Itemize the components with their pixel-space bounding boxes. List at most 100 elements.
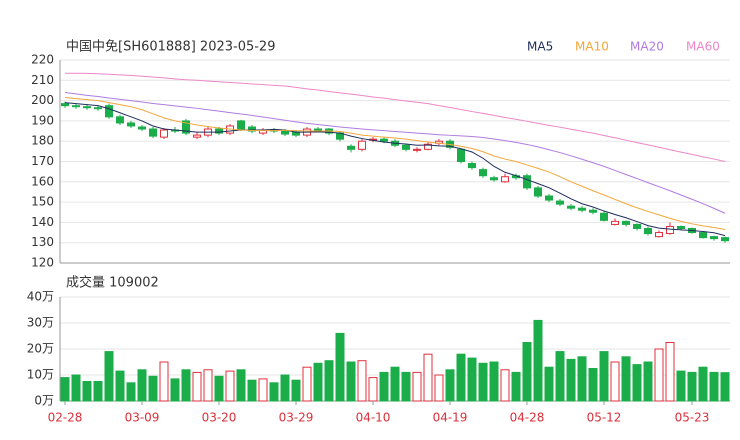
candle-body <box>721 237 729 242</box>
volume-bar <box>313 362 323 402</box>
candle-body <box>358 140 366 150</box>
volume-bar <box>687 371 697 402</box>
candle-body <box>578 207 586 211</box>
legend-entry: MA5 <box>527 40 553 54</box>
candle-body <box>710 236 718 240</box>
candle-body <box>545 195 553 201</box>
volume-bar <box>192 371 202 402</box>
volume-bar <box>511 371 521 402</box>
volume-bar <box>258 378 268 402</box>
candle-body <box>127 122 135 127</box>
candle-body <box>622 220 630 225</box>
candle-body <box>314 128 322 131</box>
volume-bar <box>104 351 114 402</box>
ma-line <box>64 91 726 214</box>
candle-body <box>61 103 69 107</box>
candle-body <box>666 225 674 235</box>
volume-bar <box>665 342 675 402</box>
candle-body <box>402 144 410 150</box>
ma-line <box>64 97 726 230</box>
candle-body <box>72 105 80 108</box>
volume-bar <box>423 353 433 402</box>
candle-body <box>699 232 707 239</box>
volume-bar <box>544 366 554 402</box>
y-tick-label: 10万 <box>27 368 54 382</box>
volume-bar <box>93 381 103 402</box>
candle-body <box>413 148 421 151</box>
volume-bar <box>401 371 411 402</box>
candle-body <box>611 220 619 225</box>
candle-body <box>347 145 355 150</box>
candle-body <box>677 225 685 229</box>
legend-entry: MA10 <box>575 40 609 54</box>
candle-body <box>556 200 564 205</box>
candle-body <box>600 212 608 221</box>
volume-bar <box>654 348 664 402</box>
x-tick-label: 05-23 <box>675 411 710 425</box>
candle-body <box>589 209 597 213</box>
volume-bar <box>643 361 653 402</box>
volume-bar <box>137 369 147 402</box>
volume-bar <box>533 319 543 402</box>
y-tick-label: 150 <box>31 195 54 209</box>
candle-body <box>281 130 289 135</box>
y-tick-label: 130 <box>31 235 54 249</box>
volume-bar <box>489 361 499 402</box>
y-tick-label: 190 <box>31 113 54 127</box>
ma-line <box>65 72 726 162</box>
volume-bar <box>203 369 213 402</box>
volume-bar <box>467 357 477 402</box>
volume-bar <box>379 371 389 402</box>
y-tick-label: 220 <box>31 53 54 67</box>
volume-bar <box>709 371 719 402</box>
y-tick-label: 20万 <box>27 342 54 356</box>
volume-bar <box>302 366 312 402</box>
candle-body <box>193 134 201 138</box>
volume-bar <box>588 368 598 402</box>
legend-entry: MA20 <box>630 40 664 54</box>
x-tick-label: 03-29 <box>279 411 314 425</box>
candle-body <box>424 143 432 150</box>
candle-body <box>644 227 652 235</box>
chart-title: 中国中免[SH601888] 2023-05-29 <box>66 40 275 55</box>
volume-bar <box>225 370 235 402</box>
candle-body <box>182 120 190 134</box>
candle-body <box>248 126 256 132</box>
volume-bar <box>599 351 609 402</box>
y-tick-label: 200 <box>31 93 54 107</box>
volume-bar <box>126 382 136 402</box>
volume-bar <box>698 366 708 402</box>
volume-bar <box>632 364 642 402</box>
candle-body <box>633 223 641 229</box>
candle-body <box>523 175 531 189</box>
volume-bar <box>335 332 345 402</box>
volume-bar <box>434 374 444 402</box>
volume-bar <box>368 377 378 402</box>
volume-title: 成交量 109002 <box>66 275 159 291</box>
volume-bar <box>214 375 224 402</box>
candle-body <box>116 116 124 124</box>
y-tick-label: 0万 <box>34 394 54 408</box>
volume-bar <box>555 351 565 402</box>
x-tick-label: 02-28 <box>48 411 83 425</box>
x-tick-label: 04-10 <box>356 411 391 425</box>
volume-bar <box>412 371 422 402</box>
volume-bar <box>82 381 92 402</box>
candle-body <box>215 128 223 134</box>
candle-body <box>94 107 102 110</box>
volume-bar <box>324 360 334 402</box>
y-tick-label: 210 <box>31 73 54 87</box>
volume-bar <box>456 353 466 402</box>
y-tick-label: 30万 <box>27 316 54 330</box>
candle-body <box>567 205 575 209</box>
volume-bar <box>577 356 587 402</box>
volume-bar <box>247 379 257 402</box>
volume-bar <box>357 360 367 402</box>
x-tick-label: 03-09 <box>125 411 160 425</box>
ma-line <box>64 102 726 237</box>
x-tick-label: 05-12 <box>587 411 622 425</box>
x-tick-label: 03-20 <box>202 411 237 425</box>
volume-bar <box>566 358 576 402</box>
volume-bar <box>148 375 158 402</box>
